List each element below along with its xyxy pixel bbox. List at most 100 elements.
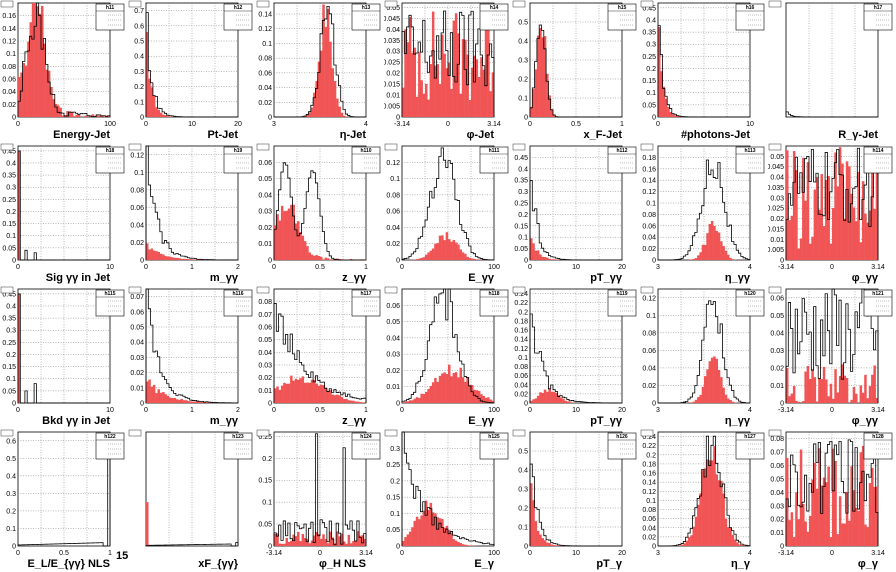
histogram-bin-filled: [724, 250, 728, 260]
histogram-bin-filled: [832, 398, 835, 403]
histogram-bin-filled: [164, 394, 167, 403]
histogram-bin-filled: [157, 251, 160, 260]
histogram-bin-filled: [326, 390, 330, 403]
histogram-bin-filled: [301, 533, 305, 546]
histogram-bin-filled: [820, 379, 823, 403]
y-tick-label: 0.05: [386, 319, 400, 326]
histogram-bin-filled: [480, 57, 483, 117]
histogram-bin-filled: [146, 381, 149, 403]
histogram-bin-filled: [836, 534, 840, 546]
histogram-bin-filled: [313, 379, 316, 403]
histogram-bin-filled: [541, 538, 544, 546]
y-tick-label: 0.35: [514, 178, 528, 185]
y-tick-label: 0.045: [384, 16, 400, 23]
y-tick-label: 0.3: [518, 58, 528, 65]
stats-box: [351, 289, 381, 317]
histogram-bin-filled: [861, 392, 865, 403]
y-tick-label: 0.05: [258, 176, 272, 183]
corner-tag: [512, 429, 526, 437]
y-tick-label: 0: [780, 401, 784, 408]
stats-box: [223, 3, 253, 31]
histogram-bin-filled: [818, 209, 821, 260]
histogram-bin-filled: [466, 256, 469, 260]
histogram-bin-filled: [797, 401, 800, 403]
histogram-bin-filled: [871, 374, 874, 403]
histogram-bin-filled: [699, 394, 702, 403]
histogram-bin-filled: [427, 99, 430, 117]
histogram-bin-filled: [280, 385, 284, 403]
histogram-bin-filled: [310, 254, 314, 260]
x-axis-title: Pt-Jet: [207, 129, 238, 141]
histogram-bin-filled: [450, 241, 453, 260]
x-tick-label: 0: [16, 407, 20, 414]
histogram-bin-filled: [180, 258, 183, 260]
histogram-bin-filled: [487, 397, 490, 403]
histogram-panel-h116: 0 0.01 0.02 0.03 0.04 0.05 0.06 0.07 0 1 2 m_γγ h116: [128, 286, 256, 429]
y-tick-label: 0.04: [258, 192, 272, 199]
histogram-bin-filled: [333, 395, 337, 403]
histogram-bin-filled: [84, 115, 88, 117]
histogram-bin-filled: [294, 378, 298, 403]
histogram-bin-filled: [422, 394, 426, 403]
histogram-bin-filled: [431, 512, 435, 546]
x-axis-title: E_γγ: [468, 415, 495, 427]
histogram-bin-filled: [338, 395, 341, 403]
x-tick-label: 100: [488, 264, 500, 271]
histogram-bin-filled: [441, 34, 444, 118]
corner-tag: [768, 0, 782, 8]
stats-box-title: h117: [360, 291, 371, 297]
histogram-outline: [401, 431, 495, 546]
stats-box: [607, 289, 637, 317]
histogram-panel-h121: 0 0.01 0.02 0.03 0.04 0.05 0.06 -3.14 0 3.14 φ_γγ h…: [768, 286, 896, 429]
histogram-bin-filled: [722, 387, 725, 403]
stats-box-title: h123: [232, 434, 244, 440]
histogram-bin-filled: [843, 218, 846, 260]
histogram-bin-filled: [336, 98, 339, 117]
histogram-bin-filled: [717, 480, 721, 546]
histogram-bin-filled: [413, 398, 416, 403]
histogram-panel-h114: 0 0.005 0.01 0.015 0.02 0.025 0.03 0.035 0.04 0.0…: [768, 143, 896, 286]
histogram-bin-filled: [425, 84, 428, 117]
histogram-bin-filled: [466, 545, 469, 546]
histogram-bin-filled: [536, 395, 540, 403]
y-tick-label: 0.1: [262, 41, 272, 48]
x-tick-label: 10: [572, 550, 580, 557]
histogram-bin-filled: [308, 252, 311, 260]
histogram-bin-filled: [720, 241, 723, 260]
histogram-svg-h127: 0 0.02 0.04 0.06 0.08 0.1 0.12 0.14 0.16 0.18 0.2 0…: [640, 429, 765, 570]
histogram-bin-filled: [457, 33, 460, 117]
histogram-bin-filled: [806, 531, 810, 546]
y-tick-label: 0.02: [514, 391, 528, 398]
histogram-bin-filled: [727, 527, 730, 546]
y-tick-label: 0.14: [258, 12, 272, 19]
histogram-bin-filled: [52, 99, 55, 117]
y-tick-label: 0.15: [386, 495, 400, 502]
histogram-bin-filled: [24, 65, 28, 117]
histogram-bin-filled: [159, 392, 163, 403]
histogram-bin-filled: [34, 3, 37, 117]
histogram-panel-h125: 0 0.05 0.1 0.15 0.2 0.25 0.3 0 100 E_γ h125: [384, 429, 512, 572]
x-tick-label: 0.5: [59, 550, 69, 557]
histogram-bin-filled: [866, 526, 869, 546]
y-tick-label: 0.12: [642, 189, 656, 196]
histogram-bin-filled: [710, 460, 714, 546]
stats-box: [223, 146, 253, 174]
x-tick-label: 20: [618, 407, 626, 414]
y-tick-label: 0.02: [642, 383, 656, 390]
histogram-bin-filled: [658, 27, 661, 118]
y-tick-label: 0.01: [386, 93, 400, 100]
histogram-bin-filled: [708, 460, 712, 546]
histogram-bin-filled: [189, 401, 193, 403]
y-tick-label: 0: [780, 258, 784, 265]
histogram-bin-filled: [68, 111, 72, 117]
corner-tag: [512, 143, 526, 151]
histogram-bin-filled: [699, 252, 702, 260]
x-axis-title: φ_H NLS: [319, 558, 366, 570]
x-tick-label: 1: [364, 407, 368, 414]
histogram-bin-filled: [729, 527, 732, 546]
y-tick-label: 0.1: [518, 355, 528, 362]
histogram-bin-filled: [345, 398, 348, 403]
histogram-bin-filled: [692, 401, 695, 403]
histogram-bin-filled: [477, 76, 481, 117]
